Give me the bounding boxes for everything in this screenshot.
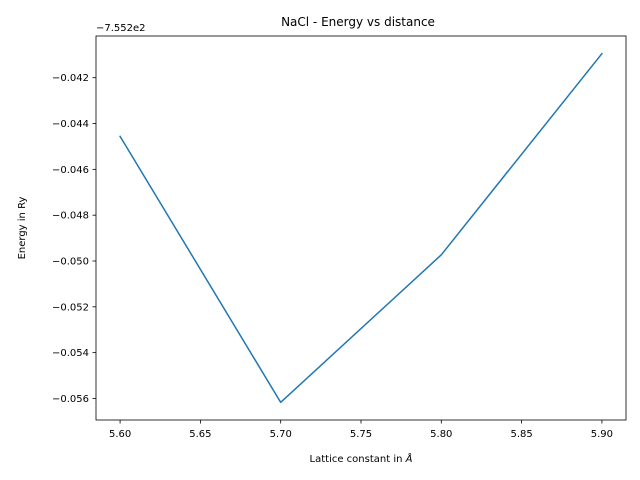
x-axis-label-text: Lattice constant in bbox=[310, 454, 406, 465]
plot-area: 5.60 5.65 5.70 5.75 5.80 5.85 5.90 −0.056−0.05… bbox=[52, 35, 627, 440]
x-tick-label: 5.60 bbox=[109, 429, 131, 440]
axes-frame bbox=[95, 35, 627, 421]
x-tick-label: 5.75 bbox=[350, 429, 372, 440]
y-tick-label: −0.048 bbox=[52, 211, 89, 222]
axes-background bbox=[96, 36, 626, 420]
y-tick-label: −0.054 bbox=[52, 348, 89, 359]
x-axis-label-unit: Å bbox=[405, 452, 413, 465]
x-tick-label: 5.70 bbox=[270, 429, 292, 440]
x-tick-label: 5.65 bbox=[189, 429, 211, 440]
x-tick-label: 5.85 bbox=[510, 429, 532, 440]
chart-title: NaCl - Energy vs distance bbox=[281, 15, 435, 29]
x-tick-label: 5.80 bbox=[430, 429, 452, 440]
y-axis-label: Energy in Ry bbox=[17, 197, 28, 260]
x-tick-label: 5.90 bbox=[591, 429, 613, 440]
y-tick-label: −0.044 bbox=[52, 119, 89, 130]
y-axis: −0.056 −0.054 −0.052 −0.050 −0.048 −0.046 −0.0… bbox=[52, 73, 96, 405]
x-axis-label: Lattice constant in Å bbox=[310, 452, 413, 465]
y-tick-label: −0.056 bbox=[52, 394, 89, 405]
y-tick-label: −0.050 bbox=[52, 256, 89, 267]
y-tick-label: −0.046 bbox=[52, 165, 89, 176]
data-layer bbox=[119, 52, 603, 404]
y-tick-label: −0.052 bbox=[52, 302, 89, 313]
y-tick-label: −0.042 bbox=[52, 73, 89, 84]
x-axis: 5.60 5.65 5.70 5.75 5.80 5.85 5.90 bbox=[109, 420, 613, 440]
series-line bbox=[119, 52, 603, 404]
y-offset-label: −7.552e2 bbox=[96, 23, 146, 34]
